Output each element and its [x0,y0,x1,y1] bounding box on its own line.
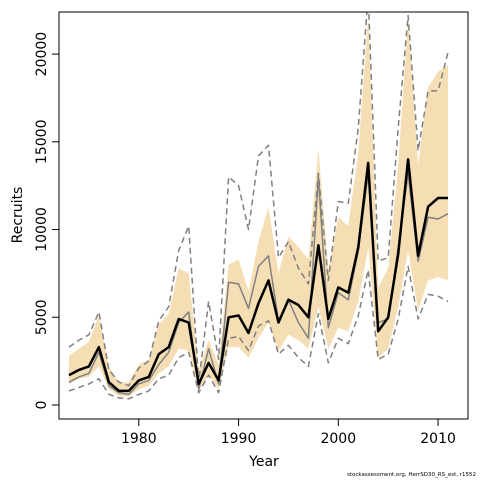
alternate-interval-lower-line [68,265,449,400]
x-axis-title: Year [248,454,279,470]
x-tick-label: 1980 [121,431,157,447]
y-tick-label: 0 [34,401,50,410]
estimate-line [68,158,448,393]
y-tick-label: 20000 [34,32,50,77]
plot-frame [58,11,469,420]
y-tick-label: 10000 [34,207,50,252]
y-tick-label: 15000 [34,120,50,165]
x-tick-label: 2010 [420,431,456,447]
x-tick-label: 1990 [221,431,257,447]
y-axis: 0 5000 10000 15000 20000 [34,32,59,410]
x-tick-label: 2000 [320,431,356,447]
y-axis-title: Recruits [10,187,26,244]
footnote: stockassessment.org, HerrSD30_RS_est, r1… [347,472,476,478]
confidence-band-layer [69,15,448,397]
series-layer [68,12,449,400]
y-tick-label: 5000 [34,299,50,335]
alternate-interval-upper-line [68,12,449,387]
x-axis: 1980 1990 2000 2010 [121,419,456,447]
confidence-band [69,15,448,397]
